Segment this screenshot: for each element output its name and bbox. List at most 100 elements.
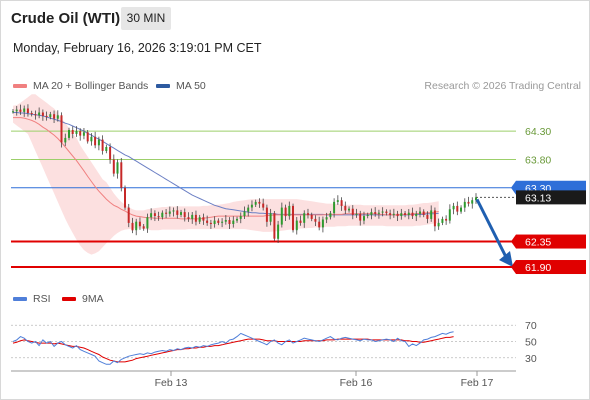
- rsi-ma-swatch: [62, 297, 76, 301]
- rsi-line: [12, 331, 454, 365]
- candle-body: [433, 210, 436, 227]
- candle-body: [318, 221, 321, 228]
- candle-body: [303, 213, 306, 223]
- timeframe-button[interactable]: 30 MIN: [121, 7, 171, 30]
- candle-body: [475, 197, 477, 201]
- legend-rsi-label: RSI: [33, 293, 51, 305]
- candle-body: [142, 226, 145, 229]
- candle-body: [340, 200, 343, 206]
- price-label-text: 63.13: [525, 192, 551, 204]
- candle-body: [41, 112, 44, 116]
- candle-body: [79, 131, 82, 136]
- candle-body: [243, 211, 246, 216]
- candle-body: [247, 207, 250, 212]
- price-label-pointer: [511, 234, 516, 249]
- candle-body: [19, 109, 22, 112]
- candle-body: [467, 201, 470, 204]
- projection-arrow-head: [499, 251, 513, 268]
- candle-body: [53, 114, 56, 119]
- price-label-resistance: 64.30: [525, 126, 551, 138]
- chart-datetime: Monday, February 16, 2026 3:19:01 PM CET: [13, 41, 262, 55]
- candle-body: [363, 216, 365, 221]
- candle-body: [456, 205, 459, 212]
- candle-body: [258, 201, 261, 204]
- candle-body: [131, 222, 134, 231]
- candle-body: [407, 212, 410, 215]
- research-credit: Research © 2026 Trading Central: [424, 80, 581, 92]
- candle-body: [250, 204, 253, 208]
- candle-body: [23, 108, 26, 112]
- x-tick-label: Feb 16: [340, 377, 373, 389]
- price-label-text: 64.30: [525, 126, 551, 138]
- candle-body: [213, 220, 216, 224]
- candle-body: [150, 213, 153, 218]
- candle-body: [445, 218, 448, 221]
- legend-rsi: RSI: [13, 293, 51, 305]
- candle-body: [463, 201, 466, 208]
- candle-body: [236, 218, 238, 221]
- candle-body: [138, 221, 141, 227]
- candle-body: [333, 201, 336, 214]
- candle-body: [321, 219, 324, 228]
- candle-body: [344, 205, 347, 211]
- legend-rsi-ma-label: 9MA: [82, 293, 104, 305]
- candle-body: [392, 213, 395, 215]
- candle-body: [419, 211, 421, 214]
- candle-body: [280, 207, 283, 225]
- candle-body: [209, 222, 212, 224]
- candle-body: [97, 139, 100, 146]
- candle-body: [310, 214, 313, 219]
- candle-body: [389, 213, 392, 215]
- candle-body: [202, 217, 205, 221]
- candle-body: [273, 213, 276, 239]
- price-label-pointer: [511, 260, 516, 275]
- candle-body: [329, 213, 332, 218]
- candle-body: [426, 214, 429, 219]
- candle-body: [460, 207, 462, 212]
- candle-body: [64, 137, 67, 143]
- candle-body: [191, 214, 194, 219]
- candle-body: [217, 220, 220, 223]
- rsi-level-label: 50: [525, 337, 537, 349]
- rsi-swatch: [13, 297, 27, 301]
- candle-body: [101, 139, 104, 151]
- price-label-resistance: 63.80: [525, 154, 551, 166]
- candle-body: [471, 200, 474, 204]
- candle-body: [370, 212, 373, 215]
- candle-body: [45, 115, 48, 117]
- candle-body: [105, 147, 108, 151]
- candle-body: [221, 221, 224, 223]
- candle-body: [120, 162, 123, 188]
- candle-body: [86, 132, 89, 142]
- candle-body: [355, 213, 358, 215]
- legend-rsi-ma: 9MA: [62, 293, 104, 305]
- legend-ma50: MA 50: [156, 80, 206, 92]
- candle-body: [82, 132, 85, 136]
- candle-body: [161, 212, 164, 218]
- price-label-support: 62.35: [511, 234, 586, 249]
- rsi-level-label: 30: [525, 353, 537, 365]
- candle-body: [30, 113, 33, 115]
- x-tick-label: Feb 17: [461, 377, 494, 389]
- legend-ma50-label: MA 50: [176, 80, 206, 92]
- candle-body: [396, 213, 399, 217]
- rsi-ma-line: [12, 336, 454, 363]
- candle-body: [292, 205, 294, 231]
- price-label-text: 61.90: [525, 262, 551, 274]
- candle-body: [172, 210, 175, 212]
- candle-body: [254, 201, 257, 205]
- candle-body: [206, 220, 209, 223]
- candle-body: [71, 130, 74, 134]
- candle-body: [153, 213, 156, 216]
- candle-body: [441, 218, 444, 223]
- candle-body: [228, 220, 231, 224]
- candle-body: [68, 130, 70, 138]
- candle-body: [49, 114, 52, 117]
- candle-body: [183, 212, 186, 218]
- candle-body: [437, 222, 440, 227]
- candle-body: [224, 220, 227, 222]
- candle-body: [187, 217, 190, 219]
- rsi-level-label: 70: [525, 320, 537, 332]
- candle-body: [288, 205, 291, 217]
- candle-body: [75, 131, 78, 134]
